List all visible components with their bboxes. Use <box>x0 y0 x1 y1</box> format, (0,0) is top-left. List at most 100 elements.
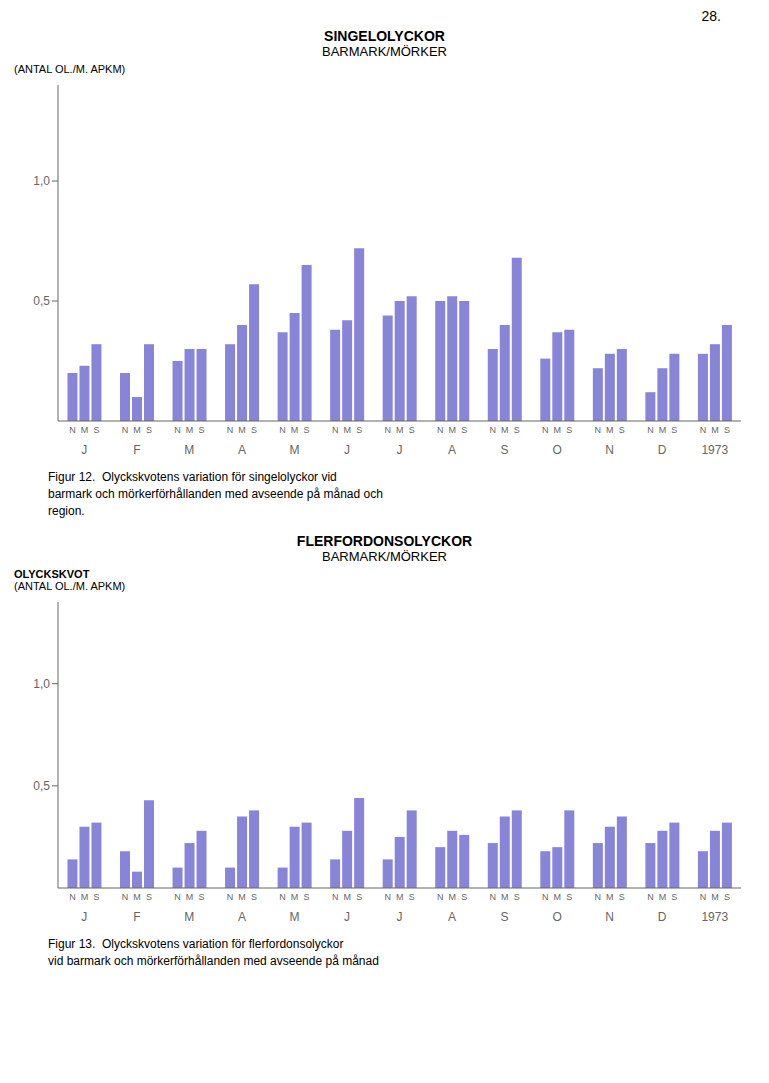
svg-text:M: M <box>711 425 719 435</box>
svg-text:M: M <box>238 892 246 902</box>
svg-text:0,5: 0,5 <box>33 294 50 308</box>
svg-text:N: N <box>279 892 286 902</box>
svg-text:N: N <box>122 892 129 902</box>
svg-text:O: O <box>552 443 561 457</box>
svg-text:S: S <box>93 892 99 902</box>
svg-text:N: N <box>490 425 497 435</box>
svg-text:D: D <box>658 910 667 924</box>
svg-text:M: M <box>343 892 351 902</box>
svg-text:M: M <box>291 892 299 902</box>
svg-text:S: S <box>514 425 520 435</box>
svg-text:S: S <box>409 425 415 435</box>
svg-text:1973: 1973 <box>701 443 728 457</box>
svg-text:J: J <box>344 910 350 924</box>
svg-text:M: M <box>238 425 246 435</box>
svg-text:M: M <box>554 892 562 902</box>
svg-text:S: S <box>146 892 152 902</box>
svg-text:S: S <box>356 425 362 435</box>
svg-text:N: N <box>437 425 444 435</box>
svg-text:N: N <box>542 892 549 902</box>
svg-text:N: N <box>437 892 444 902</box>
svg-text:J: J <box>397 443 403 457</box>
svg-text:N: N <box>605 443 614 457</box>
svg-text:S: S <box>671 425 677 435</box>
svg-text:S: S <box>724 425 730 435</box>
svg-text:S: S <box>501 910 509 924</box>
svg-text:S: S <box>566 425 572 435</box>
svg-text:S: S <box>409 892 415 902</box>
svg-text:S: S <box>619 892 625 902</box>
svg-text:F: F <box>133 910 140 924</box>
svg-text:M: M <box>606 425 614 435</box>
svg-text:N: N <box>647 425 654 435</box>
svg-text:S: S <box>251 892 257 902</box>
svg-text:S: S <box>501 443 509 457</box>
svg-text:F: F <box>133 443 140 457</box>
svg-text:M: M <box>81 892 89 902</box>
svg-text:S: S <box>461 425 467 435</box>
svg-text:M: M <box>291 425 299 435</box>
svg-text:N: N <box>384 425 391 435</box>
svg-text:M: M <box>133 425 141 435</box>
svg-text:M: M <box>289 443 299 457</box>
svg-text:S: S <box>304 892 310 902</box>
svg-text:N: N <box>384 892 391 902</box>
svg-text:J: J <box>81 443 87 457</box>
svg-text:S: S <box>93 425 99 435</box>
svg-text:S: S <box>199 892 205 902</box>
svg-text:1,0: 1,0 <box>33 174 50 188</box>
svg-text:J: J <box>81 910 87 924</box>
svg-text:N: N <box>279 425 286 435</box>
svg-text:S: S <box>724 892 730 902</box>
svg-text:S: S <box>251 425 257 435</box>
svg-text:S: S <box>199 425 205 435</box>
svg-text:M: M <box>501 892 509 902</box>
svg-text:N: N <box>69 425 76 435</box>
svg-text:A: A <box>238 910 246 924</box>
svg-text:S: S <box>461 892 467 902</box>
svg-text:M: M <box>184 443 194 457</box>
svg-text:N: N <box>647 892 654 902</box>
svg-text:N: N <box>700 425 707 435</box>
svg-text:N: N <box>700 892 707 902</box>
svg-text:N: N <box>332 892 339 902</box>
svg-text:M: M <box>448 425 456 435</box>
svg-text:M: M <box>184 910 194 924</box>
svg-text:N: N <box>69 892 76 902</box>
svg-text:N: N <box>595 892 602 902</box>
svg-text:N: N <box>490 892 497 902</box>
svg-text:N: N <box>542 425 549 435</box>
svg-text:A: A <box>448 910 456 924</box>
svg-text:M: M <box>186 892 194 902</box>
svg-text:N: N <box>174 892 181 902</box>
svg-text:S: S <box>566 892 572 902</box>
svg-text:M: M <box>81 425 89 435</box>
svg-text:S: S <box>304 425 310 435</box>
svg-text:A: A <box>448 443 456 457</box>
svg-text:M: M <box>133 892 141 902</box>
svg-text:D: D <box>658 443 667 457</box>
svg-text:A: A <box>238 443 246 457</box>
svg-text:J: J <box>397 910 403 924</box>
svg-text:S: S <box>146 425 152 435</box>
svg-text:S: S <box>356 892 362 902</box>
svg-text:S: S <box>514 892 520 902</box>
svg-text:J: J <box>344 443 350 457</box>
svg-text:M: M <box>289 910 299 924</box>
svg-text:M: M <box>554 425 562 435</box>
svg-text:N: N <box>122 425 129 435</box>
svg-text:M: M <box>501 425 509 435</box>
svg-text:N: N <box>227 425 234 435</box>
svg-text:M: M <box>186 425 194 435</box>
svg-text:1973: 1973 <box>701 910 728 924</box>
svg-text:N: N <box>332 425 339 435</box>
svg-text:O: O <box>552 910 561 924</box>
svg-text:N: N <box>227 892 234 902</box>
svg-text:N: N <box>174 425 181 435</box>
svg-text:M: M <box>606 892 614 902</box>
svg-text:M: M <box>396 892 404 902</box>
svg-text:N: N <box>605 910 614 924</box>
svg-text:M: M <box>659 425 667 435</box>
svg-text:M: M <box>448 892 456 902</box>
svg-text:M: M <box>659 892 667 902</box>
